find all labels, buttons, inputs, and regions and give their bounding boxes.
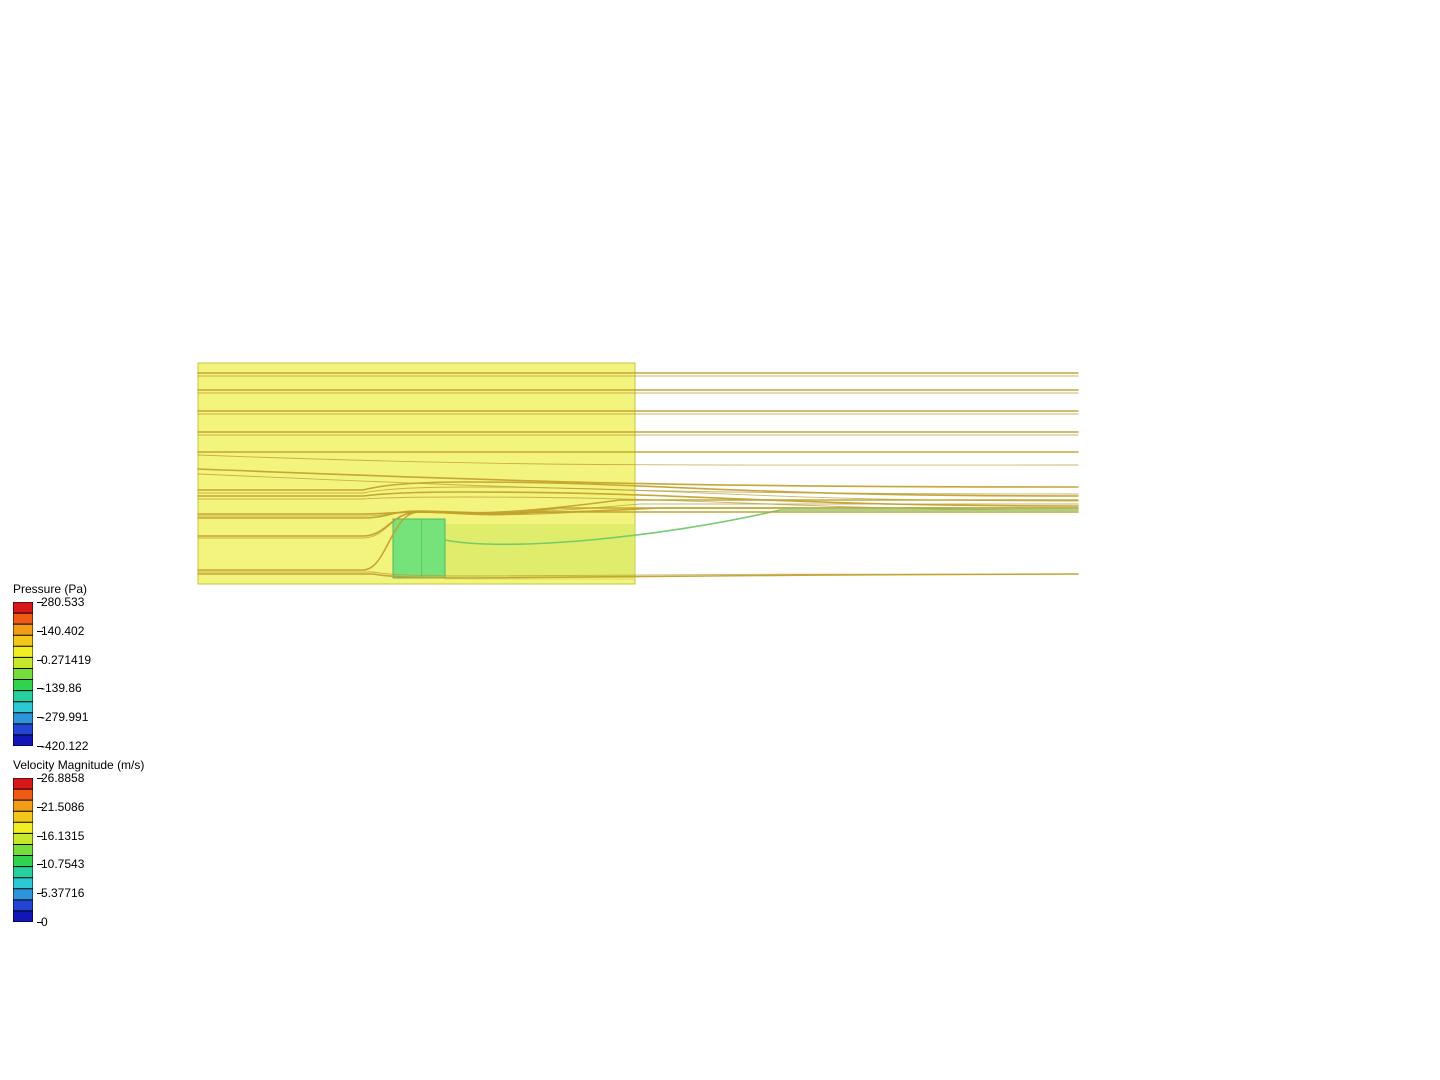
legend-tick: 0 xyxy=(41,916,48,928)
cfd-visualization xyxy=(0,0,1440,1080)
legend-tick: -139.86 xyxy=(41,682,82,694)
pressure-colorbar xyxy=(13,602,33,746)
legend-tick: 140.402 xyxy=(41,625,84,637)
legend-tick: 280.533 xyxy=(41,596,84,608)
legend-tick: 26.8858 xyxy=(41,772,84,784)
velocity-colorbar xyxy=(13,778,33,922)
legend-tick: -420.122 xyxy=(41,740,88,752)
legend-tick: 0.271419 xyxy=(41,654,91,666)
legend-tick: -279.991 xyxy=(41,711,88,723)
legend-tick: 10.7543 xyxy=(41,858,84,870)
pressure-legend-title: Pressure (Pa) xyxy=(13,582,87,596)
velocity-legend: Velocity Magnitude (m/s) 26.885821.50861… xyxy=(13,758,144,778)
legend-tick: 5.37716 xyxy=(41,887,84,899)
legend-tick: 21.5086 xyxy=(41,801,84,813)
legend-tick: 16.1315 xyxy=(41,830,84,842)
pressure-legend: Pressure (Pa) 280.533140.4020.271419-139… xyxy=(13,582,87,602)
velocity-legend-title: Velocity Magnitude (m/s) xyxy=(13,758,144,772)
